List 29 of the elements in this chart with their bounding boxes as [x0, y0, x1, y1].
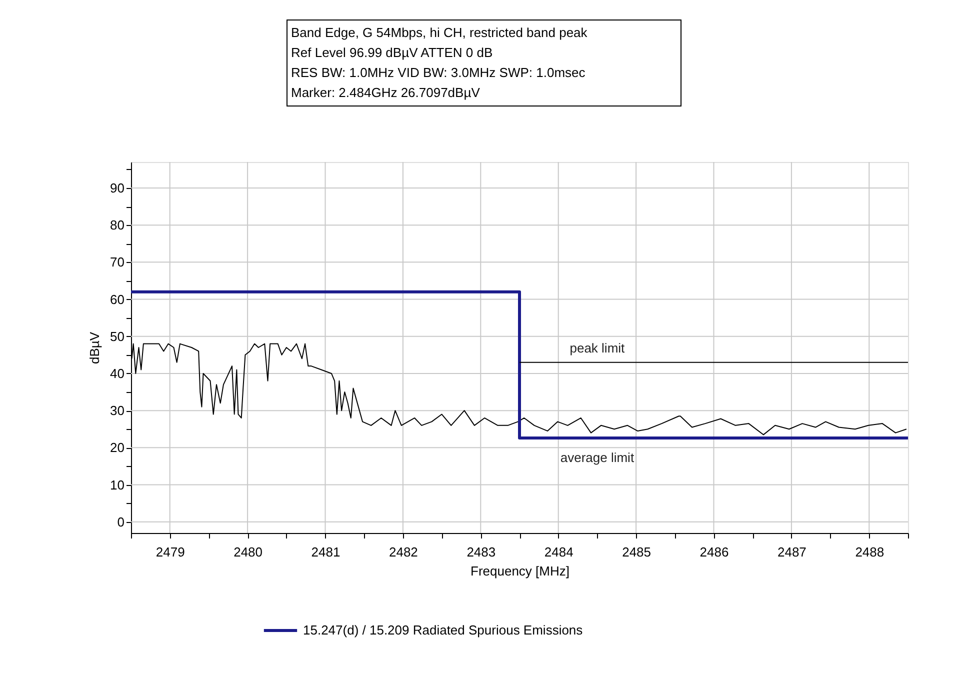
y-axis-title: dBµV [87, 332, 102, 364]
y-tick-label: 70 [110, 254, 124, 270]
y-tick-label: 10 [110, 477, 124, 492]
y-tick-label: 50 [110, 328, 124, 344]
x-tick-label: 2481 [311, 544, 340, 560]
annotation: peak limit [570, 340, 626, 356]
x-tick-label: 2487 [777, 544, 806, 560]
x-axis-title: Frequency [MHz] [470, 564, 570, 578]
y-tick-label: 80 [110, 218, 124, 233]
x-tick-label: 2482 [388, 544, 418, 560]
x-tick-label: 2483 [466, 544, 496, 560]
annotation: average limit [560, 450, 634, 466]
y-tick-label: 20 [110, 440, 124, 456]
y-tick-label: 90 [110, 180, 124, 196]
y-tick-label: 30 [110, 403, 124, 418]
text: RES BW: 1.0MHz VID BW: 3.0MHz SWP: 1.0msec [291, 65, 586, 80]
x-tick-label: 2486 [700, 544, 729, 560]
text: Band Edge, G 54Mbps, hi CH, restricted band peak [291, 25, 588, 40]
x-tick-label: 2484 [544, 544, 574, 560]
x-tick-label: 2485 [622, 544, 652, 560]
x-tick-label: 2488 [855, 544, 884, 560]
x-tick-label: 2480 [234, 544, 263, 560]
y-tick-label: 60 [110, 292, 124, 307]
y-tick-label: 0 [117, 514, 124, 530]
y-tick-label: 40 [110, 366, 124, 381]
text: Marker: 2.484GHz 26.7097dBµV [291, 85, 480, 100]
text: Ref Level 96.99 dBµV ATTEN 0 dB [291, 45, 493, 60]
legend-label: 15.247(d) / 15.209 Radiated Spurious Emissions [303, 622, 584, 638]
x-tick-label: 2479 [156, 544, 185, 560]
